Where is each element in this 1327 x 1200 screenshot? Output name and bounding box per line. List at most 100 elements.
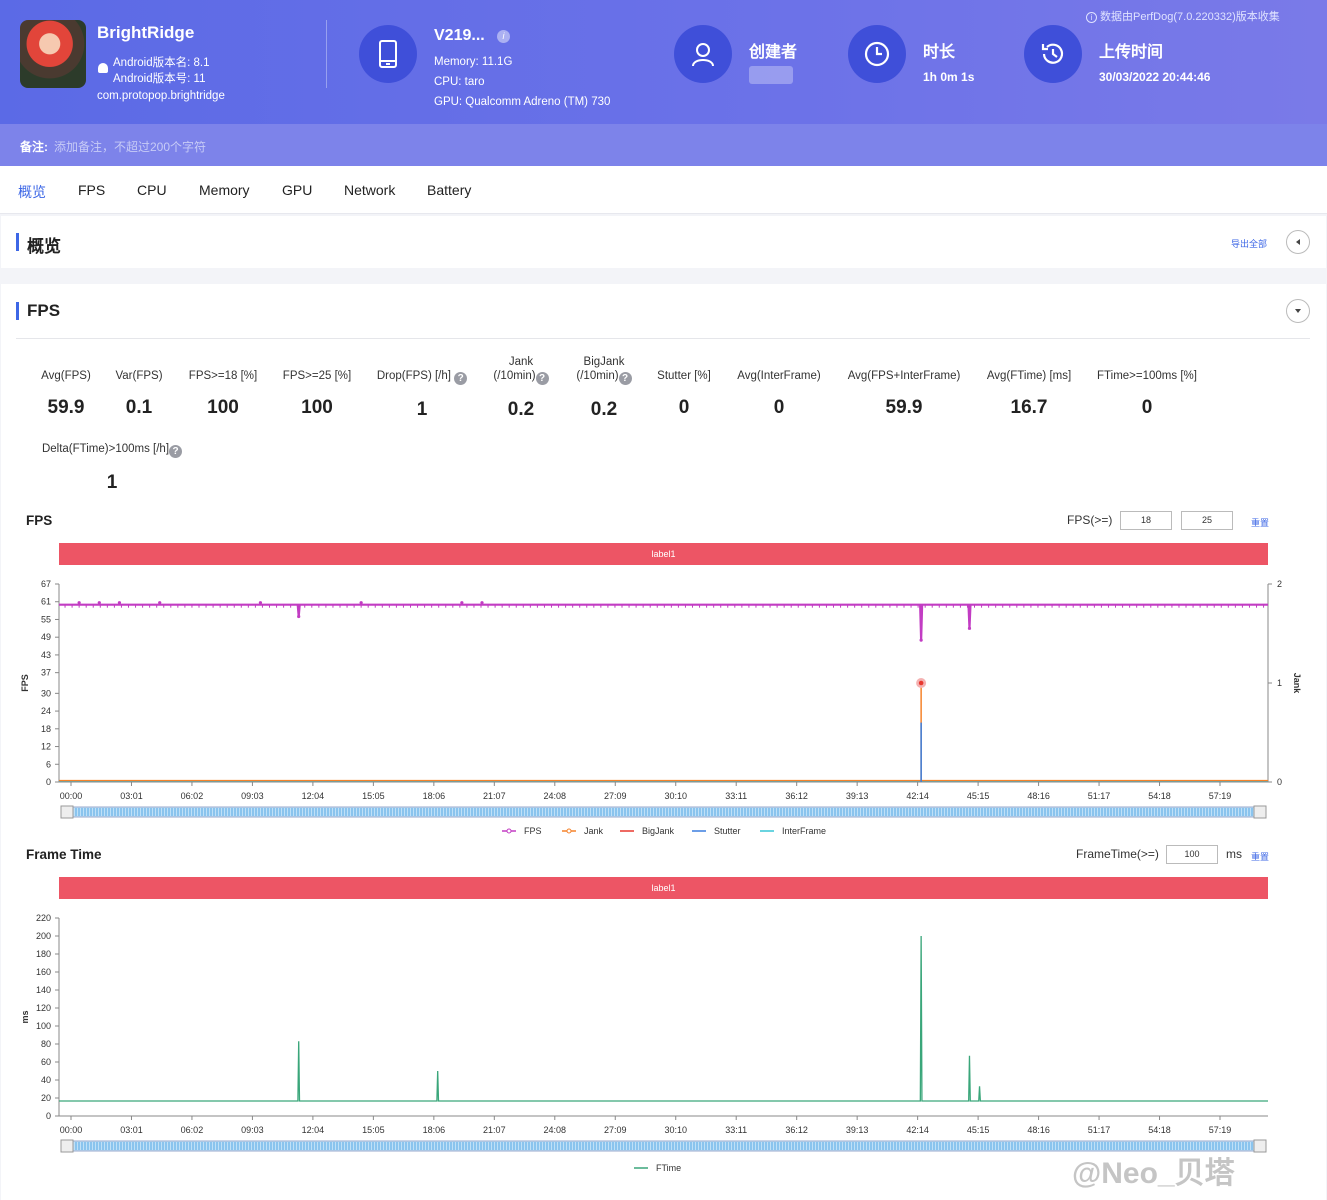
remark-label: 备注: [20,140,48,154]
metric-label: Jank [508,356,534,368]
upload-time-value: 30/03/2022 20:44:46 [1099,70,1211,84]
fps-series-line [59,603,1268,641]
x-tick-label: 06:02 [181,1125,204,1135]
metric-value: 1 [106,472,118,493]
legend-marker [506,828,512,834]
fps-panel [1,284,1326,1200]
x-tick-label: 57:19 [1209,1125,1232,1135]
slider-handle-right [1253,805,1267,819]
device-cpu: CPU: taro [434,76,485,88]
device-memory: Memory: 11.1G [434,56,513,68]
x-tick-label: 24:08 [544,791,567,801]
y-tick-label: 49 [41,632,51,642]
frametime-chart[interactable]: 0 20 40 60 80 100 120 140 160 180 200 220 ms 00:00 03:… [0,905,1327,1180]
metric-label: Delta(FTime)>100ms [/h] [41,443,170,455]
metric-label: Avg(InterFrame) [737,370,821,382]
tab-bar: 概览 FPS CPU Memory GPU Network Battery [0,166,1327,214]
info-icon[interactable]: i [497,30,510,43]
x-tick-label: 51:17 [1088,791,1111,801]
x-tick-label: 48:16 [1027,791,1050,801]
frametime-unit: ms [1226,847,1242,861]
metric-value: 0.2 [507,399,535,420]
metric-label: Avg(FTime) [ms] [986,370,1072,382]
slider-handle-right [1253,1139,1267,1153]
slider-handle-left [60,805,74,819]
legend-label: Stutter [714,826,741,836]
fps-label-band[interactable]: label1 [59,543,1268,565]
clock-icon [848,25,906,83]
tab-overview[interactable]: 概览 [18,184,46,200]
metric-ftime-ge-100: FTime>=100ms [%] 0 [1088,369,1206,419]
section-marker [16,302,19,320]
fps-threshold-input-2[interactable]: 25 [1181,511,1233,530]
x-tick-label: 15:05 [362,791,385,801]
help-icon[interactable]: ? [535,372,549,385]
remark-input[interactable]: 添加备注，不超过200个字符 [54,140,207,154]
metric-value: 59.9 [47,397,85,418]
x-tick-label: 24:08 [544,1125,567,1135]
history-icon [1024,25,1082,83]
x-tick-label: 42:14 [906,791,929,801]
y-tick-label: 80 [41,1039,51,1049]
frametime-label-band[interactable]: label1 [59,877,1268,899]
y-axis-title: ms [20,1010,30,1023]
fps-reset-link[interactable]: 重置 [1251,518,1270,528]
x-tick-label: 03:01 [120,791,143,801]
y-tick-label: 220 [36,913,51,923]
fps-point [97,601,101,605]
metric-label: FPS>=25 [%] [282,370,352,382]
tab-fps[interactable]: FPS [78,182,106,198]
phone-icon [359,25,417,83]
y2-axis-title: Jank [1292,673,1302,695]
y-tick-label: 0 [46,1111,51,1121]
caret-down-icon [1295,309,1301,313]
tab-gpu[interactable]: GPU [282,182,313,198]
tab-memory[interactable]: Memory [199,182,250,198]
y-tick-label: 37 [41,668,51,678]
collapse-left-button[interactable] [1286,230,1310,254]
fps-threshold-label: FPS(>=) [1067,513,1113,527]
metric-value: 59.9 [885,397,923,418]
x-tick-label: 03:01 [120,1125,143,1135]
metric-fps-ge-25: FPS>=25 [%] 100 [272,369,362,419]
tab-battery[interactable]: Battery [427,182,472,198]
frametime-threshold-input[interactable]: 100 [1166,845,1218,864]
help-icon[interactable]: ? [169,445,183,458]
y-tick-label: 12 [41,742,51,752]
metric-value: 1 [416,399,428,420]
metric-label: FPS>=18 [%] [188,370,258,382]
metric-value: 0 [1141,397,1153,418]
help-icon[interactable]: ? [618,372,632,385]
x-tick-label: 45:15 [967,791,990,801]
tab-cpu[interactable]: CPU [137,182,167,198]
y-tick-label: 61 [41,597,51,607]
x-tick-label: 39:13 [846,791,869,801]
x-tick-label: 36:12 [785,1125,808,1135]
collapse-down-button[interactable] [1286,299,1310,323]
x-tick-label: 45:15 [967,1125,990,1135]
metric-label: Stutter [%] [657,370,711,382]
android-icon [98,63,108,73]
android-version-code: Android版本号: 11 [113,73,206,85]
help-icon[interactable]: ? [454,372,468,385]
frametime-reset-link[interactable]: 重置 [1251,852,1270,862]
x-tick-label: 27:09 [604,791,627,801]
fps-chart-title: FPS [26,513,53,528]
legend-label: Jank [584,826,604,836]
metric-delta-ftime: Delta(FTime)>100ms [/h]? 1 [36,442,188,494]
x-tick-label: 30:10 [664,1125,687,1135]
metric-label: Avg(FPS) [41,370,91,382]
fps-threshold-input-1[interactable]: 18 [1120,511,1172,530]
remark-bar: 备注: 添加备注，不超过200个字符 [0,124,1327,166]
tab-network[interactable]: Network [344,182,396,198]
x-tick-label: 00:00 [60,791,83,801]
overview-title: 概览 [27,237,61,256]
export-all-link[interactable]: 导出全部 [1231,239,1268,249]
y-tick-label: 6 [46,759,51,769]
report-header: BrightRidge Android版本名: 8.1 Android版本号: … [0,0,1327,124]
x-tick-label: 15:05 [362,1125,385,1135]
android-version-name: Android版本名: 8.1 [113,57,210,69]
duration-value: 1h 0m 1s [923,70,975,84]
x-tick-label: 36:12 [785,791,808,801]
